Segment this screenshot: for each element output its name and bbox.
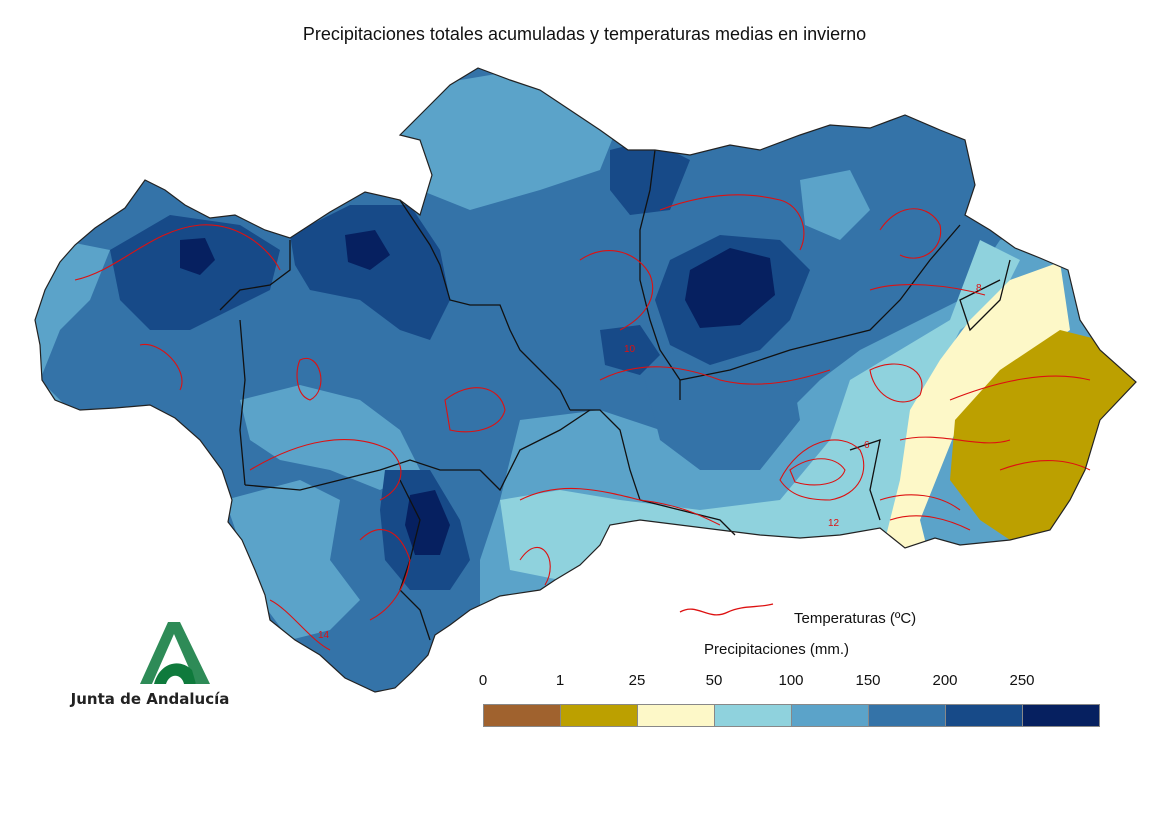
colorbar-swatch (792, 705, 869, 726)
precipitation-legend-ticks: 0 1 25 50 100 150 200 250 (479, 672, 1103, 692)
border-huelva-sevilla (219, 240, 291, 311)
temperature-legend: Temperaturas (ºC) (678, 600, 978, 634)
isotherm-line (779, 439, 865, 501)
isotherm-line (889, 515, 971, 531)
colorbar-tick-label: 50 (705, 672, 723, 689)
logo-text: Junta de Andalucía (70, 690, 230, 708)
isotherm-line (444, 387, 506, 433)
precipitation-legend-title: Precipitaciones (mm.) (704, 641, 850, 658)
zone-over-250-grazalema (405, 490, 450, 555)
colorbar-swatch (946, 705, 1023, 726)
isotherm-line (999, 460, 1091, 471)
isotherm-line (269, 599, 331, 651)
isotherm-line (519, 487, 721, 526)
colorbar-swatch (484, 705, 561, 726)
colorbar-swatch (869, 705, 946, 726)
province-borders (219, 149, 1011, 641)
isotherm-line (869, 363, 923, 403)
colorbar-tick-label: 200 (932, 672, 958, 689)
zone-200-250-spot (600, 325, 660, 375)
border-sevilla-cadiz (244, 459, 480, 491)
colorbar-tick-label: 250 (1009, 672, 1035, 689)
isotherm-line (789, 458, 846, 486)
colorbar-swatch (638, 705, 715, 726)
isotherm-line (949, 375, 1091, 401)
colorbar-tick-label: 25 (628, 672, 646, 689)
isotherm-line (879, 208, 942, 259)
zone-over-250-huelva (180, 238, 215, 275)
colorbar-swatch (561, 705, 638, 726)
zone-100-150-center (240, 385, 420, 490)
isotherm-label: 6 (864, 440, 870, 451)
border-jaen-granada (679, 224, 961, 381)
zone-200-250-sevilla-north (290, 205, 450, 340)
colorbar-swatch (1023, 705, 1099, 726)
isotherm-label: 14 (318, 630, 330, 641)
border-malaga-granada (570, 409, 736, 536)
isotherm-line (359, 529, 411, 621)
isotherm-label: 10 (624, 344, 636, 355)
border-almeria-north (959, 259, 1011, 332)
logo-a-icon (140, 622, 210, 684)
isotherm-labels: 8 10 6 12 14 (318, 283, 982, 641)
isotherm-line (139, 343, 183, 391)
temperature-line-icon (679, 603, 774, 616)
map-title: Precipitaciones totales acumuladas y tem… (302, 24, 867, 44)
isotherm-line (599, 366, 831, 385)
border-huelva-sevilla-south (239, 319, 246, 486)
isotherm-line (249, 439, 402, 501)
junta-de-andalucia-logo: Junta de Andalucía (70, 618, 240, 718)
isotherm-line (899, 436, 1011, 444)
zone-over-250-jaen (685, 248, 775, 328)
isotherm-line (579, 250, 654, 331)
colorbar-swatch (715, 705, 792, 726)
zone-100-150-jaen (800, 170, 870, 240)
isotherm-line (296, 357, 322, 401)
zone-over-250-sevilla (345, 230, 390, 270)
isotherm-line (74, 224, 281, 281)
isotherm-line (659, 194, 805, 251)
isotherm-label: 12 (828, 518, 840, 529)
zone-50-100-southeast (500, 240, 1020, 580)
isotherm-line (869, 284, 986, 296)
zone-100-150-west (35, 240, 110, 420)
zone-100-150-southwest (225, 480, 360, 640)
isotherms (74, 194, 1091, 651)
colorbar-tick-label: 0 (478, 672, 488, 689)
border-sevilla-cordoba (399, 199, 571, 411)
colorbar-tick-label: 100 (778, 672, 804, 689)
isotherm-label: 8 (976, 283, 982, 294)
zone-200-250-cordoba-north (610, 140, 690, 215)
border-cordoba-malaga (479, 409, 591, 492)
isotherm-line (879, 494, 961, 511)
zone-150-200-granada (640, 340, 800, 470)
border-cadiz-malaga (399, 479, 431, 641)
border-cordoba-jaen (639, 149, 681, 400)
precipitation-colorbar (483, 704, 1100, 727)
colorbar-tick-label: 150 (855, 672, 881, 689)
colorbar-tick-label: 1 (555, 672, 565, 689)
zone-25-50-almeria (880, 262, 1070, 560)
border-granada-almeria (849, 439, 881, 521)
temperature-legend-label: Temperaturas (ºC) (794, 610, 917, 627)
isotherm-line (519, 546, 551, 586)
